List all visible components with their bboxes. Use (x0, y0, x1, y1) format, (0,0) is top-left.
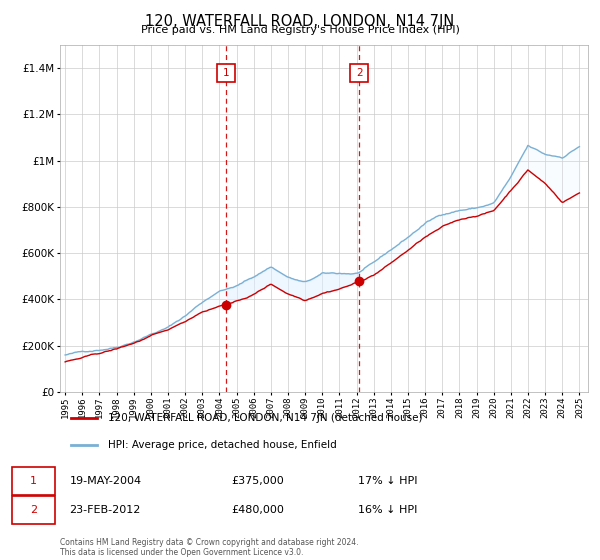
Text: 1: 1 (30, 476, 37, 486)
Text: £480,000: £480,000 (231, 505, 284, 515)
Text: 17% ↓ HPI: 17% ↓ HPI (358, 476, 417, 486)
FancyBboxPatch shape (12, 467, 55, 494)
Text: 120, WATERFALL ROAD, LONDON, N14 7JN: 120, WATERFALL ROAD, LONDON, N14 7JN (145, 14, 455, 29)
Text: Contains HM Land Registry data © Crown copyright and database right 2024.
This d: Contains HM Land Registry data © Crown c… (60, 538, 359, 557)
Text: 23-FEB-2012: 23-FEB-2012 (70, 505, 141, 515)
Text: 1: 1 (223, 68, 229, 78)
Text: 2: 2 (356, 68, 362, 78)
Text: 120, WATERFALL ROAD, LONDON, N14 7JN (detached house): 120, WATERFALL ROAD, LONDON, N14 7JN (de… (107, 413, 422, 423)
FancyBboxPatch shape (12, 496, 55, 524)
Text: £375,000: £375,000 (231, 476, 284, 486)
Text: Price paid vs. HM Land Registry's House Price Index (HPI): Price paid vs. HM Land Registry's House … (140, 25, 460, 35)
Text: 2: 2 (30, 505, 37, 515)
Text: 16% ↓ HPI: 16% ↓ HPI (358, 505, 417, 515)
Text: 19-MAY-2004: 19-MAY-2004 (70, 476, 142, 486)
Text: HPI: Average price, detached house, Enfield: HPI: Average price, detached house, Enfi… (107, 440, 336, 450)
